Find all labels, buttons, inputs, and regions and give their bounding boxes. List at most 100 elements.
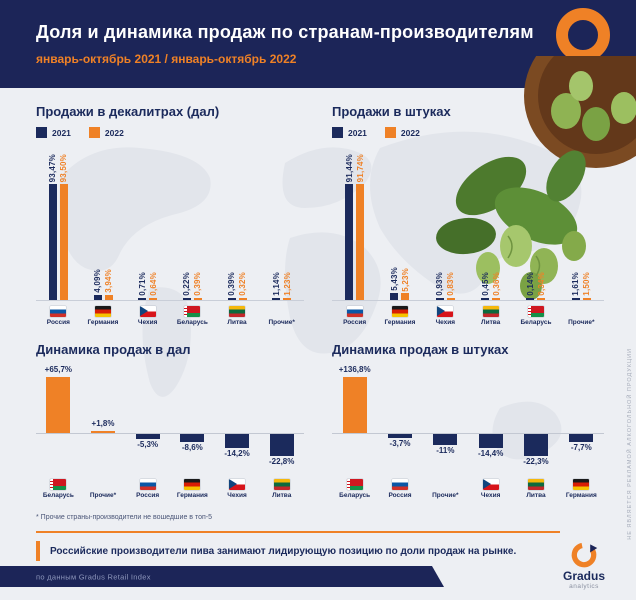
bar-2021 [481,298,490,300]
value-label: 91,74% [355,153,365,182]
bar [433,434,458,445]
flag-russia-icon [50,306,67,317]
flag-cell: Чехия [423,306,468,326]
category-label: Россия [343,319,367,326]
bar-2021 [526,298,535,300]
flag-cell: Чехия [468,479,513,499]
bar-2022 [582,298,591,300]
bar-2022 [149,298,158,300]
flag-cell: Россия [377,479,422,499]
bar-column-2021: 93,47% [48,154,57,300]
chart-panel-pieces-share: Продажи в штуках 2021 2022 91,44% 91,74% 5… [332,104,604,326]
value-label: 93,47% [48,153,58,183]
value-label: +1,8% [91,419,115,428]
bar-column-2021: 4,09% [93,269,102,300]
bar-column-2022: 0,39% [193,272,202,300]
value-label: 3,94% [104,269,113,294]
flag-lithuania-icon [482,306,499,317]
bars-row: 93,47% 93,50% 4,09% 3,94% 0,71% 0,64% 0,22% 0,3… [36,141,304,301]
bar [180,434,205,443]
orange-ring-decoration [556,8,610,62]
category-label: Чехия [137,319,158,326]
value-label: -22,8% [269,457,295,466]
flag-cell: Беларусь [513,306,558,326]
flag-cell: Беларусь [332,479,377,499]
bar-column-2021: 1,61% [571,272,580,300]
flag-belarus-icon [50,479,67,490]
legend-item-2021: 2021 [332,127,367,138]
bar-group: 0,93% 0,83% [423,272,468,300]
value-label: 0,39% [193,272,203,296]
quote-accent-bar [36,541,40,561]
bar-column-2022: 1,23% [283,272,292,300]
flags-row: Россия Германия Чехия Беларусь Литва Прочие* [36,306,304,326]
bar-cell: -3,7% [377,363,422,475]
value-label: +65,7% [44,365,73,374]
zero-axis-line [332,433,604,434]
bar-group: 91,44% 91,74% [332,154,377,300]
flag-czechia-icon [437,306,454,317]
flag-cell: Беларусь [36,479,81,499]
value-label: 1,61% [571,272,581,296]
page-title: Доля и динамика продаж по странам-произв… [36,22,534,42]
flag-cell: Германия [81,306,126,326]
category-label: Чехия [435,319,456,326]
flag-cell: Беларусь [170,306,215,326]
bar [523,434,548,456]
logo-subtitle: analytics [569,583,599,591]
value-label: +136,8% [338,365,371,374]
bar-column-2022: 93,50% [59,154,68,300]
category-label: Литва [481,319,501,326]
page-subtitle: январь-октябрь 2021 / январь-октябрь 202… [36,52,297,66]
data-source-label: по данным Gradus Retail Index [36,572,151,581]
flag-belarus-icon [346,479,363,490]
legend-label-2021: 2021 [348,127,367,138]
flag-cell: Чехия [125,306,170,326]
bar-column-2022: 0,64% [149,272,158,300]
value-label: 1,50% [582,272,592,296]
flag-germany-icon [573,479,590,490]
bar-group: 4,09% 3,94% [81,269,126,300]
grouped-bar-chart-pieces: 91,44% 91,74% 5,43% 5,23% 0,93% 0,83% 0,45% 0,3… [332,141,604,326]
value-label: 0,71% [137,272,147,296]
category-label: Беларусь [176,319,208,326]
category-label: Прочие* [268,319,295,326]
bar-cell: +65,7% [36,363,81,475]
bar-column-2021: 5,43% [390,267,399,300]
legend-label-2022: 2022 [400,127,420,138]
bar-column-2021: 0,39% [227,272,236,300]
bar-2021 [93,294,102,300]
bar-2022 [193,298,202,300]
value-label: -8,6% [181,443,203,453]
legend-swatch-2022 [88,127,100,138]
flag-cell: Германия [377,306,422,326]
category-label: Россия [136,492,160,499]
bar-group: 0,45% 0,36% [468,272,513,300]
category-label: Прочие* [568,319,595,326]
bar-group: 0,71% 0,64% [125,272,170,300]
bar-2022 [59,184,68,300]
flag-cell: Германия [170,479,215,499]
value-label: 0,83% [446,272,456,296]
flag-cell: Чехия [215,479,260,499]
legend-item-2021: 2021 [36,127,71,138]
value-label: 0,36% [491,272,501,296]
category-label: Чехия [480,492,501,499]
bar-group: 1,61% 1,50% [559,272,604,300]
bar-column-2022: 3,94% [104,269,113,300]
alcohol-disclaimer: НЕ ЯВЛЯЕТСЯ РЕКЛАМОЙ АЛКОГОЛЬНОЙ ПРОДУКЦ… [627,348,633,540]
value-label: 0,14% [525,272,535,296]
bars-row: +65,7% +1,8% -5,3% -8,6% -14,2% -22,8% [36,363,304,475]
bar-2021 [138,298,147,300]
zero-axis-line [36,433,304,434]
category-label: Прочие* [432,492,459,499]
flag-cell: Россия [332,306,377,326]
bar-2022 [104,295,113,300]
value-label: 0,32% [238,272,248,296]
key-takeaway-text: Российские производители пива занимают л… [50,545,517,557]
bar-2021 [272,298,281,300]
orange-separator-line [36,531,560,533]
bar [135,434,160,440]
flag-cell: Россия [125,479,170,499]
bar-column-2021: 91,44% [345,154,354,300]
